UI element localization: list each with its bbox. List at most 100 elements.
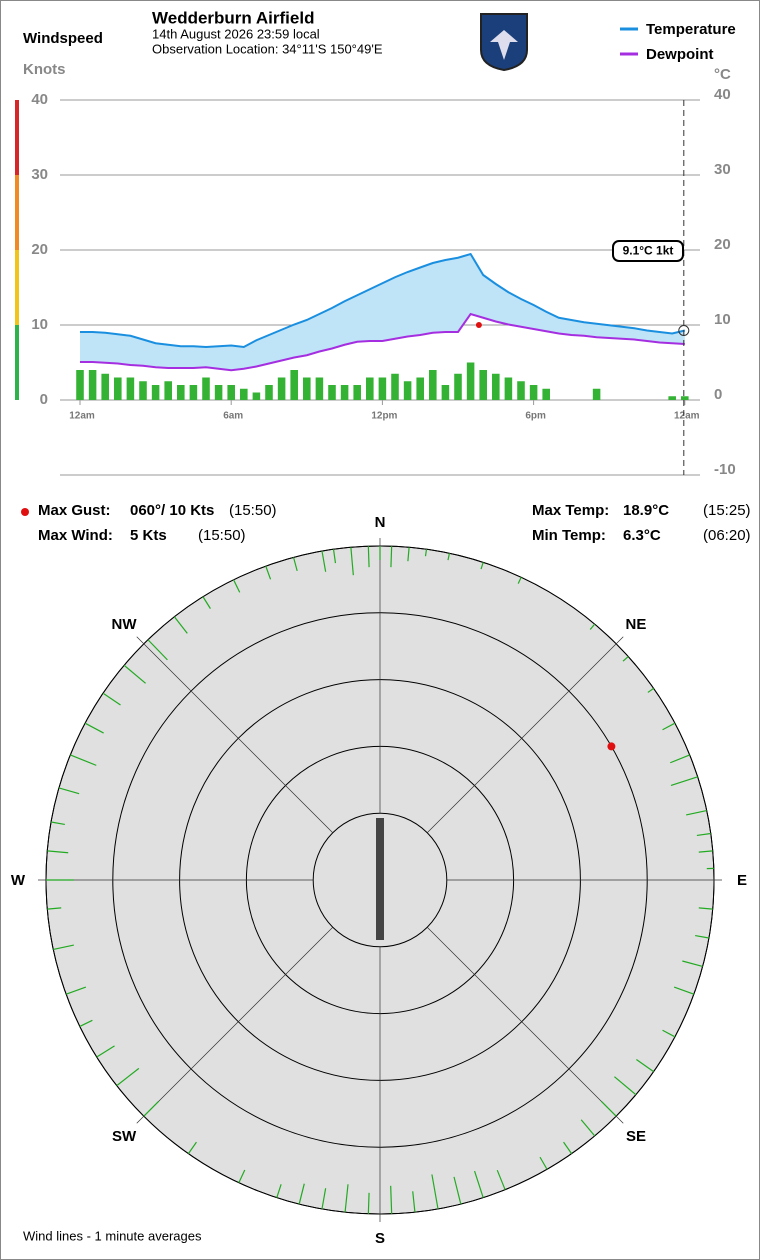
wind-line xyxy=(58,787,80,795)
wind-bar xyxy=(592,388,601,400)
stat-label: Max Wind: xyxy=(38,527,113,544)
stat-value: 060°/ 10 Kts xyxy=(130,502,214,519)
wind-line xyxy=(276,1184,282,1198)
wind-line xyxy=(614,1076,637,1096)
stat-label: Max Gust: xyxy=(38,502,111,519)
wind-line xyxy=(84,722,104,734)
wind-bar xyxy=(164,381,172,400)
wind-line xyxy=(70,754,97,766)
datetime: 14th August 2026 23:59 local xyxy=(152,26,320,41)
wind-line xyxy=(496,1169,506,1190)
wind-bar xyxy=(529,385,538,400)
wind-bar xyxy=(76,370,84,400)
y-tick-label: 30 xyxy=(31,166,48,183)
wind-bar xyxy=(479,370,487,400)
wind-bar xyxy=(391,373,399,400)
wind-bar xyxy=(328,385,336,400)
wind-bar xyxy=(492,373,500,400)
wind-line xyxy=(238,1169,246,1183)
legend-label: Dewpoint xyxy=(646,46,714,63)
speed-band xyxy=(15,175,19,250)
rose-axis xyxy=(136,636,334,834)
speed-band xyxy=(15,100,19,175)
series-line xyxy=(80,312,685,372)
wind-bar xyxy=(214,385,223,400)
wind-line xyxy=(424,549,428,557)
direction-label: NE xyxy=(626,616,647,633)
direction-label: SW xyxy=(112,1128,137,1145)
wind-line xyxy=(173,616,188,634)
wind-bar xyxy=(429,370,437,400)
direction-label: W xyxy=(11,872,26,889)
wind-bar xyxy=(252,392,261,400)
wind-bar xyxy=(265,385,273,400)
wind-bar xyxy=(416,377,424,400)
wind-bar xyxy=(542,388,550,400)
fill-area xyxy=(80,254,685,371)
wind-bar xyxy=(403,381,412,400)
wind-line xyxy=(332,549,337,564)
wind-line xyxy=(563,1141,573,1154)
stat-time: (06:20) xyxy=(703,527,751,544)
wind-bar xyxy=(378,377,387,400)
wind-bar xyxy=(189,385,198,400)
x-tick-label: 12pm xyxy=(371,411,397,422)
wind-line xyxy=(600,1100,617,1117)
wind-line xyxy=(517,577,522,584)
y2-tick-label: 10 xyxy=(714,311,731,328)
wind-line xyxy=(412,1191,416,1213)
wind-line xyxy=(116,1067,140,1087)
x-tick-label: 6am xyxy=(223,411,243,422)
wind-line xyxy=(233,579,241,593)
wind-bar xyxy=(114,377,122,400)
gust-marker xyxy=(475,322,482,328)
annotation-box xyxy=(612,240,684,262)
direction-label: S xyxy=(375,1230,385,1247)
wind-line xyxy=(292,557,298,572)
stat-time: (15:25) xyxy=(703,502,751,519)
wind-line xyxy=(698,907,713,910)
stat-value: 18.9°C xyxy=(623,502,669,519)
stat-label: Min Temp: xyxy=(532,527,606,544)
wind-line xyxy=(102,692,121,706)
wind-line xyxy=(580,1119,596,1137)
wind-line xyxy=(589,623,596,630)
gust-point xyxy=(607,742,616,751)
wind-bar xyxy=(139,381,147,400)
wind-line xyxy=(686,809,707,816)
wind-line xyxy=(321,1188,327,1210)
wind-line xyxy=(96,1045,115,1058)
logo xyxy=(480,13,528,72)
x-tick-label: 12am xyxy=(674,411,700,422)
wind-line xyxy=(350,547,354,576)
wind-line xyxy=(539,1156,548,1170)
wind-bar xyxy=(277,377,286,400)
wind-line xyxy=(47,850,69,854)
wind-line xyxy=(622,656,629,662)
rose-axis xyxy=(136,926,334,1124)
legend-label: Temperature xyxy=(646,21,736,38)
rose-axis xyxy=(426,926,624,1124)
direction-label: E xyxy=(737,872,747,889)
speed-band xyxy=(15,325,19,400)
x-tick-label: 12am xyxy=(69,411,95,422)
location: Observation Location: 34°11'S 150°49'E xyxy=(152,41,383,56)
wind-line xyxy=(65,986,87,995)
wind-bar xyxy=(504,377,513,400)
wind-line xyxy=(673,986,695,995)
wind-line xyxy=(147,639,168,661)
y-tick-label: 20 xyxy=(31,241,48,258)
y2-units: °C xyxy=(714,66,731,83)
direction-label: N xyxy=(375,514,386,531)
wind-bar xyxy=(340,385,349,400)
wind-line xyxy=(662,722,676,731)
wind-bar xyxy=(303,377,311,400)
wind-line xyxy=(298,1183,305,1205)
now-marker xyxy=(678,325,690,336)
wind-line xyxy=(670,776,698,787)
y-units: Knots xyxy=(23,61,66,78)
stat-time: (15:50) xyxy=(229,502,277,519)
y2-tick-label: 20 xyxy=(714,236,731,253)
wind-bar xyxy=(517,381,525,400)
